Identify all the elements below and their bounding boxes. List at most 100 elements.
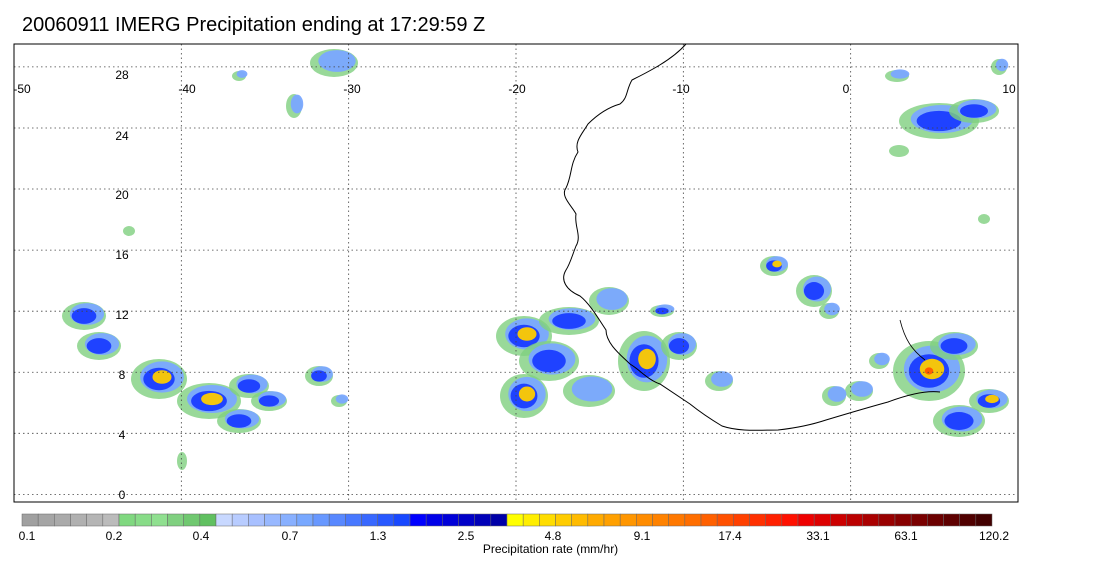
colorbar-swatch (264, 513, 281, 527)
colorbar-swatch (603, 513, 621, 527)
precipitation-cell (985, 394, 999, 404)
precipitation-cell (916, 110, 962, 132)
colorbar-swatch (21, 513, 39, 527)
colorbar-swatch (442, 513, 459, 527)
colorbar-swatch (70, 513, 87, 527)
lon-label: -30 (343, 82, 361, 96)
lon-label: -40 (178, 82, 196, 96)
lon-label: -50 (13, 82, 31, 96)
colorbar-swatch (716, 513, 734, 527)
colorbar-swatch (765, 513, 783, 527)
colorbar-swatch (862, 513, 880, 527)
west-coast-detail (899, 319, 926, 361)
colorbar-tick: 1.3 (370, 529, 387, 543)
colorbar-swatch (522, 513, 540, 527)
colorbar-tick: 0.1 (19, 529, 36, 543)
colorbar-tick: 2.5 (458, 529, 475, 543)
colorbar-swatch (684, 513, 702, 527)
colorbar-swatch (587, 513, 605, 527)
precipitation-cell (995, 58, 1009, 72)
precipitation-cell (978, 214, 990, 224)
colorbar-tick: 9.1 (634, 529, 651, 543)
colorbar-swatch (409, 513, 427, 527)
colorbar-swatch (846, 513, 863, 527)
colorbar-tick: 0.2 (106, 529, 123, 543)
precipitation-cell (201, 392, 223, 406)
precipitation-cell (668, 338, 690, 354)
precipitation-cell (518, 386, 536, 402)
colorbar-swatch (328, 513, 346, 527)
colorbar-swatch (377, 513, 395, 527)
africa-coastline (563, 44, 941, 431)
precipitation-cell (940, 338, 968, 354)
lat-label: 24 (115, 129, 129, 143)
colorbar-swatch (894, 513, 912, 527)
precipitation-cell (311, 370, 327, 382)
colorbar-swatch (425, 513, 443, 527)
colorbar-swatch (474, 513, 492, 527)
colorbar-swatch (539, 513, 556, 527)
colorbar-swatch (102, 513, 120, 527)
colorbar-swatch (231, 513, 249, 527)
colorbar-swatch (943, 513, 960, 527)
colorbar-swatch (312, 513, 330, 527)
colorbar-swatch (86, 513, 104, 527)
precipitation-cell (318, 50, 356, 72)
colorbar-swatch (571, 513, 589, 527)
precipitation-cell (890, 69, 910, 79)
colorbar-swatch (345, 513, 362, 527)
precipitation-cell (123, 226, 135, 236)
map-frame (13, 43, 1019, 503)
colorbar-swatch (37, 513, 55, 527)
colorbar-swatch (830, 513, 847, 527)
colorbar-swatch (749, 513, 766, 527)
colorbar-swatch (959, 513, 977, 527)
colorbar-swatch (813, 513, 831, 527)
colorbar-tick-labels: 0.1 0.2 0.4 0.7 1.3 2.5 4.8 9.1 17.4 33.… (19, 529, 1010, 543)
colorbar-swatch (781, 513, 799, 527)
colorbar-tick: 120.2 (979, 529, 1009, 543)
precipitation-cell (960, 104, 988, 118)
precipitation-cell (889, 145, 909, 157)
lat-label: 8 (119, 368, 126, 382)
precipitation-cell (517, 327, 537, 341)
colorbar-swatch (215, 513, 233, 527)
colorbar-swatch (248, 513, 265, 527)
colorbar-swatch (797, 513, 815, 527)
colorbar-swatch (54, 513, 71, 527)
colorbar-tick: 63.1 (894, 529, 918, 543)
colorbar-swatch (134, 513, 152, 527)
colorbar-label: Precipitation rate (mm/hr) (482, 542, 619, 556)
precipitation-cell (532, 349, 566, 373)
colorbar (21, 513, 993, 527)
precipitation-cell (237, 379, 261, 393)
precipitation-cell (571, 376, 613, 402)
colorbar-tick: 0.7 (282, 529, 299, 543)
colorbar-swatch (151, 513, 168, 527)
colorbar-swatch (619, 513, 637, 527)
precipitation-cell (152, 370, 172, 384)
colorbar-swatch (636, 513, 653, 527)
colorbar-swatch (733, 513, 750, 527)
colorbar-swatch (167, 513, 184, 527)
lat-label: 4 (119, 428, 126, 442)
colorbar-swatch (458, 513, 475, 527)
colorbar-swatch (183, 513, 201, 527)
precipitation-cell (596, 288, 628, 310)
precipitation-cell (552, 313, 586, 329)
precipitation-cell (772, 260, 782, 268)
precipitation-cell (290, 94, 304, 114)
lat-label: 16 (115, 248, 129, 262)
precipitation-cell (711, 371, 733, 387)
lat-label: 0 (119, 488, 126, 502)
precipitation-cell (86, 338, 112, 354)
precipitation-cell (827, 386, 847, 402)
precipitation-cell (71, 308, 97, 324)
coastline (563, 44, 941, 431)
colorbar-swatch (927, 513, 944, 527)
lon-label: -10 (672, 82, 690, 96)
colorbar-swatch (199, 513, 217, 527)
precipitation-cell (177, 452, 187, 470)
colorbar-swatch (296, 513, 314, 527)
precipitation-cell (944, 412, 974, 430)
